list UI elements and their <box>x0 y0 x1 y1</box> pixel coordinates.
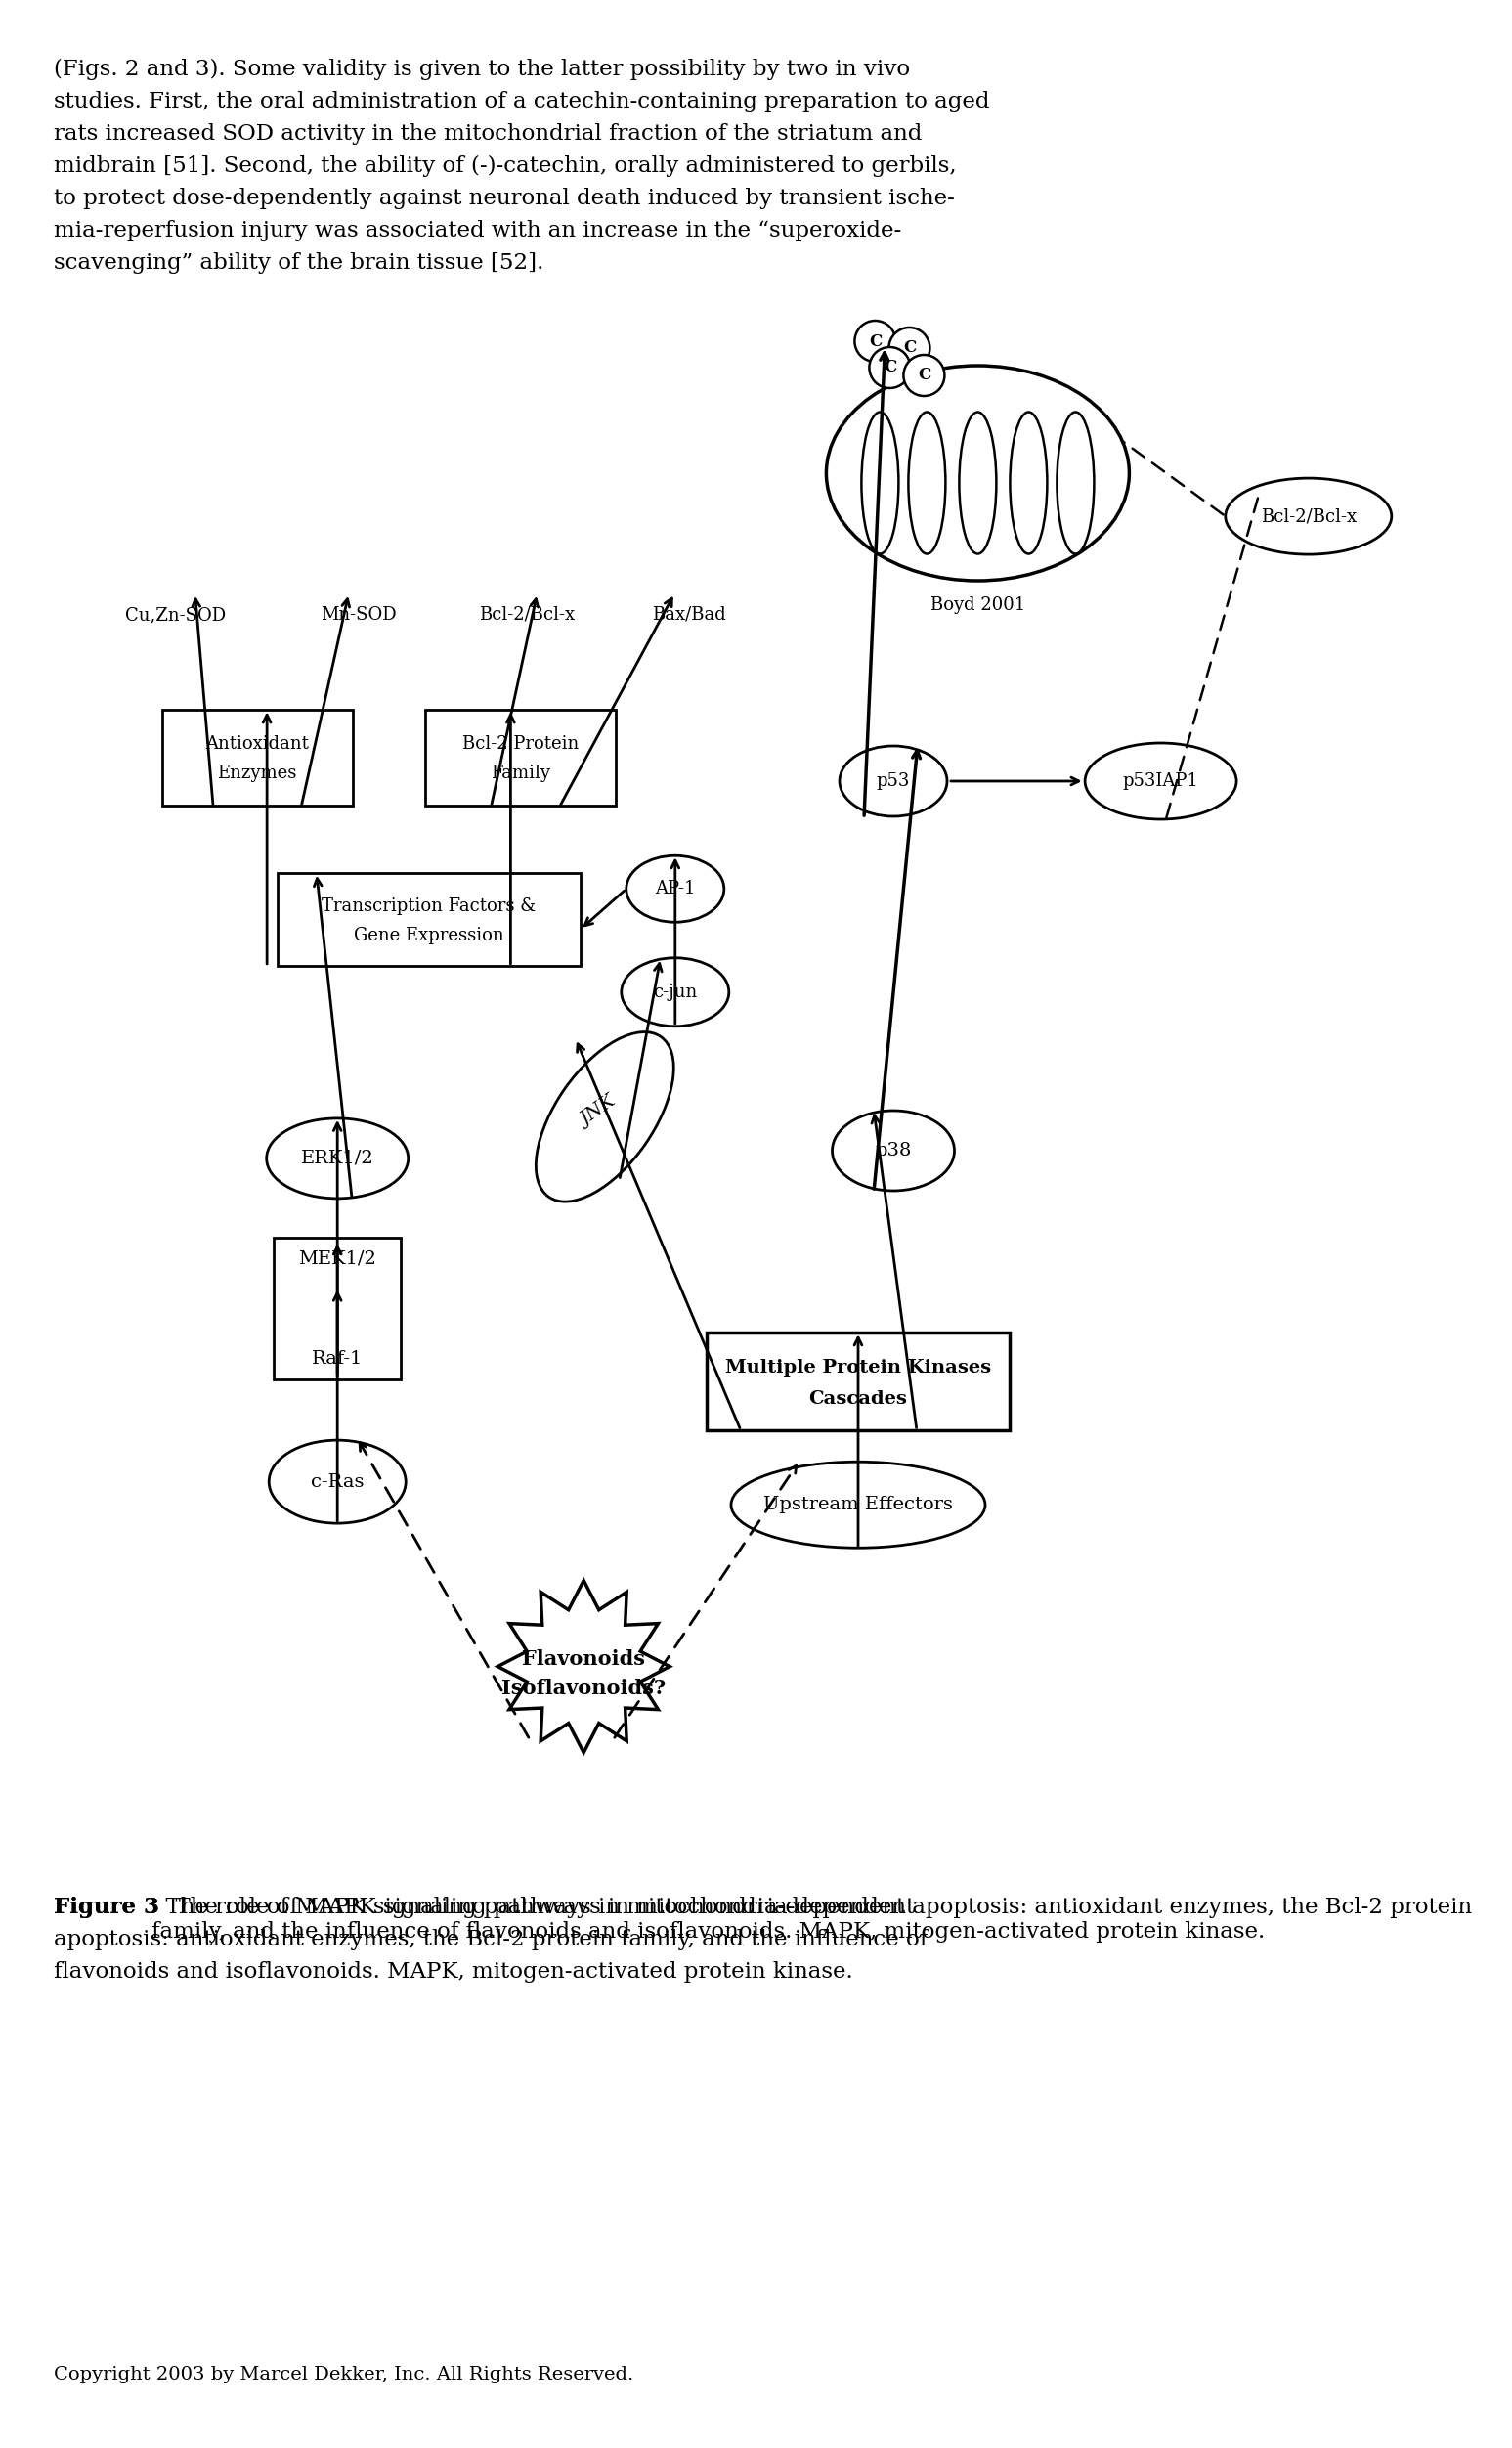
Text: The role of MAPK signaling pathways in mitochondria-dependent: The role of MAPK signaling pathways in m… <box>162 1897 915 1919</box>
Polygon shape <box>497 1581 670 1753</box>
Text: ERK1/2: ERK1/2 <box>301 1151 373 1168</box>
Text: c-Ras: c-Ras <box>311 1474 364 1491</box>
Text: C: C <box>883 360 897 377</box>
Text: Transcription Factors &: Transcription Factors & <box>322 898 537 916</box>
Ellipse shape <box>959 411 996 553</box>
Ellipse shape <box>1225 477 1391 553</box>
Text: (Figs. 2 and 3). Some validity is given to the latter possibility by two in vivo: (Figs. 2 and 3). Some validity is given … <box>54 59 910 81</box>
Text: flavonoids and isoflavonoids. MAPK, mitogen-activated protein kinase.: flavonoids and isoflavonoids. MAPK, mito… <box>54 1961 853 1983</box>
Text: C: C <box>918 367 930 384</box>
Ellipse shape <box>621 957 729 1026</box>
Text: Mn-SOD: Mn-SOD <box>321 607 396 624</box>
FancyBboxPatch shape <box>274 1239 401 1378</box>
Ellipse shape <box>1086 744 1237 820</box>
Text: Family: Family <box>490 764 550 783</box>
Text: p53: p53 <box>877 771 910 791</box>
Text: Multiple Protein Kinases: Multiple Protein Kinases <box>726 1359 992 1376</box>
Text: rats increased SOD activity in the mitochondrial fraction of the striatum and: rats increased SOD activity in the mitoc… <box>54 122 922 144</box>
Text: Flavonoids: Flavonoids <box>522 1650 646 1670</box>
Text: Cascades: Cascades <box>809 1390 907 1408</box>
Text: C: C <box>903 340 916 357</box>
Ellipse shape <box>1010 411 1048 553</box>
Text: apoptosis: antioxidant enzymes, the Bcl-2 protein family, and the influence of: apoptosis: antioxidant enzymes, the Bcl-… <box>54 1929 928 1951</box>
Text: Copyright 2003 by Marcel Dekker, Inc. All Rights Reserved.: Copyright 2003 by Marcel Dekker, Inc. Al… <box>54 2365 634 2384</box>
Text: AP-1: AP-1 <box>655 881 696 898</box>
Ellipse shape <box>832 1111 954 1190</box>
Text: studies. First, the oral administration of a catechin-containing preparation to : studies. First, the oral administration … <box>54 91 989 113</box>
Text: p53IAP1: p53IAP1 <box>1123 771 1199 791</box>
FancyBboxPatch shape <box>162 710 352 805</box>
Text: Gene Expression: Gene Expression <box>354 925 503 945</box>
FancyBboxPatch shape <box>706 1332 1010 1430</box>
Ellipse shape <box>904 355 945 397</box>
Text: Figure 3: Figure 3 <box>54 1897 159 1919</box>
Text: Raf-1: Raf-1 <box>311 1349 363 1368</box>
Text: C: C <box>869 333 881 350</box>
Ellipse shape <box>862 411 898 553</box>
Text: c-jun: c-jun <box>653 984 697 1001</box>
Text: Antioxidant: Antioxidant <box>206 734 308 754</box>
Text: midbrain [51]. Second, the ability of (-)-catechin, orally administered to gerbi: midbrain [51]. Second, the ability of (-… <box>54 154 957 176</box>
Text: Cu,Zn-SOD: Cu,Zn-SOD <box>125 607 225 624</box>
Ellipse shape <box>869 348 910 389</box>
Text: scavenging” ability of the brain tissue [52].: scavenging” ability of the brain tissue … <box>54 252 544 274</box>
Text: Bcl-2 Protein: Bcl-2 Protein <box>463 734 579 754</box>
Ellipse shape <box>269 1439 405 1523</box>
Ellipse shape <box>854 321 895 362</box>
Text: to protect dose-dependently against neuronal death induced by transient ische-: to protect dose-dependently against neur… <box>54 188 954 208</box>
Text: Bcl-2/Bcl-x: Bcl-2/Bcl-x <box>1261 507 1356 524</box>
Text: Figure 3: Figure 3 <box>54 1897 159 1919</box>
Ellipse shape <box>626 857 724 923</box>
Ellipse shape <box>839 747 947 815</box>
Ellipse shape <box>732 1461 986 1547</box>
Text: The role of MAPK signaling pathways in mitochondria-dependent apoptosis: antioxi: The role of MAPK signaling pathways in m… <box>151 1897 1473 1944</box>
FancyBboxPatch shape <box>277 874 581 967</box>
Text: Upstream Effectors: Upstream Effectors <box>764 1496 953 1513</box>
Ellipse shape <box>826 365 1129 580</box>
Ellipse shape <box>909 411 945 553</box>
Text: Enzymes: Enzymes <box>218 764 296 783</box>
Text: Bcl-2/Bcl-x: Bcl-2/Bcl-x <box>479 607 576 624</box>
Text: Boyd 2001: Boyd 2001 <box>930 597 1025 614</box>
Text: p38: p38 <box>875 1141 912 1160</box>
Text: Isoflavonoids?: Isoflavonoids? <box>502 1679 665 1699</box>
Text: MEK1/2: MEK1/2 <box>298 1248 376 1268</box>
FancyBboxPatch shape <box>425 710 615 805</box>
Ellipse shape <box>266 1119 408 1200</box>
Text: mia-reperfusion injury was associated with an increase in the “superoxide-: mia-reperfusion injury was associated wi… <box>54 220 901 242</box>
Ellipse shape <box>1057 411 1095 553</box>
Ellipse shape <box>535 1033 674 1202</box>
Text: JNK: JNK <box>578 1094 620 1131</box>
Text: Bax/Bad: Bax/Bad <box>652 607 726 624</box>
Ellipse shape <box>889 328 930 370</box>
